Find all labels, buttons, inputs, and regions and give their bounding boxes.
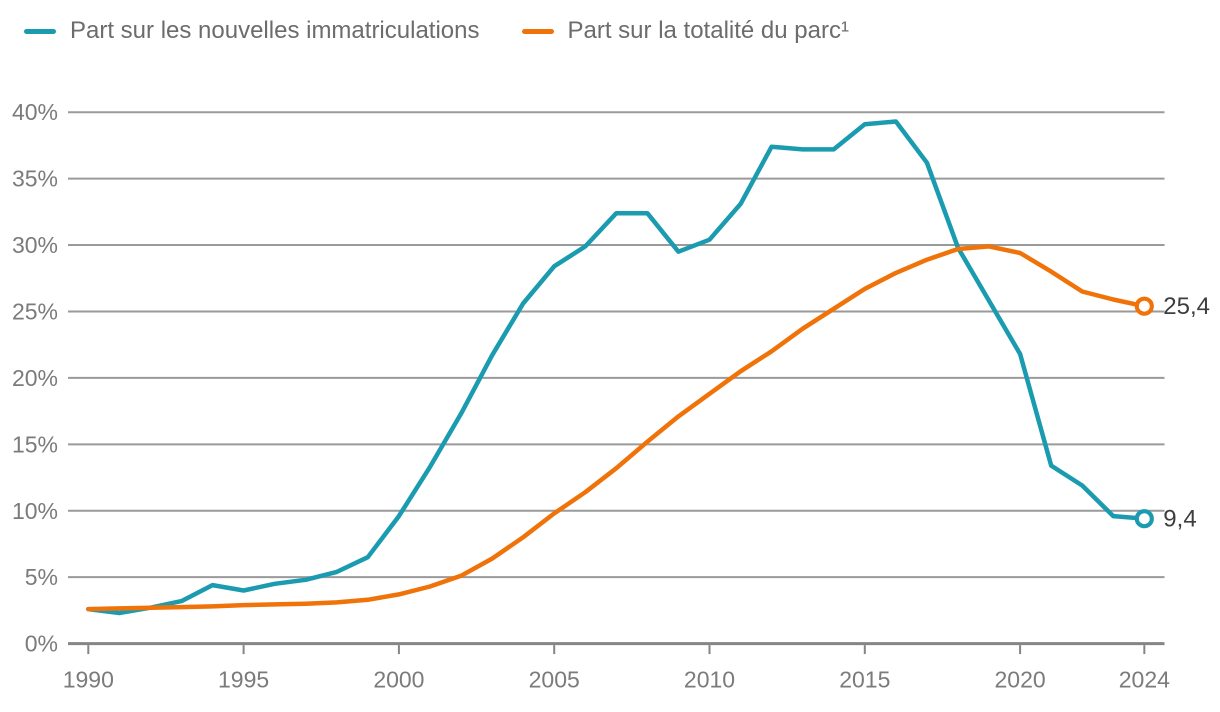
x-tick-label-2010: 2010 — [684, 667, 735, 693]
y-tick-label-35pct: 35% — [12, 166, 58, 192]
x-tick-label-2015: 2015 — [839, 667, 890, 693]
end-value-new-registrations: 9,4 — [1163, 506, 1196, 533]
x-tick-label-2020: 2020 — [995, 667, 1046, 693]
end-marker-total-fleet-icon — [1134, 296, 1154, 316]
y-tick-label-25pct: 25% — [12, 298, 58, 324]
y-tick-label-40pct: 40% — [12, 99, 58, 125]
end-marker-new-registrations-icon — [1134, 509, 1154, 529]
legend: Part sur les nouvelles immatriculations … — [24, 17, 849, 45]
x-tick-label-1990: 1990 — [63, 667, 114, 693]
legend-item-total-fleet: Part sur la totalité du parc¹ — [521, 17, 849, 45]
y-tick-label-15pct: 15% — [12, 431, 58, 457]
legend-label-new-registrations: Part sur les nouvelles immatriculations — [70, 17, 480, 44]
legend-swatch-total-fleet-icon — [521, 28, 554, 34]
end-value-total-fleet: 25,4 — [1163, 293, 1210, 320]
y-tick-label-5pct: 5% — [25, 564, 58, 590]
legend-swatch-new-registrations-icon — [24, 28, 56, 34]
series-line-total-fleet — [86, 244, 1147, 612]
x-tick-label-2000: 2000 — [373, 667, 424, 693]
y-tick-label-20pct: 20% — [12, 365, 58, 391]
legend-item-new-registrations: Part sur les nouvelles immatriculations — [24, 17, 480, 45]
series-line-new-registrations — [86, 119, 1147, 616]
y-tick-label-10pct: 10% — [12, 498, 58, 524]
y-tick-label-30pct: 30% — [12, 232, 58, 258]
x-tick-label-2005: 2005 — [529, 667, 580, 693]
legend-label-total-fleet: Part sur la totalité du parc¹ — [567, 17, 849, 44]
x-tick-label-2024: 2024 — [1119, 667, 1170, 693]
x-tick-label-1995: 1995 — [218, 667, 269, 693]
y-tick-label-0pct: 0% — [25, 631, 58, 657]
